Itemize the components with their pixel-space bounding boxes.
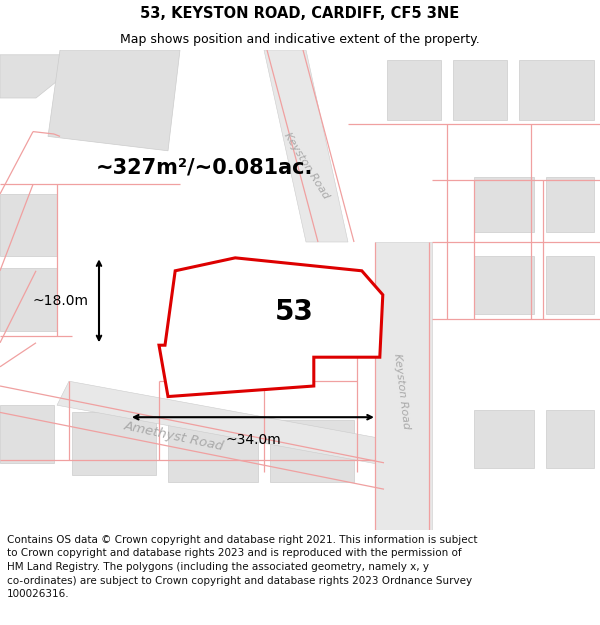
- Polygon shape: [546, 410, 594, 468]
- Polygon shape: [474, 256, 534, 314]
- Polygon shape: [453, 59, 507, 119]
- Text: Map shows position and indicative extent of the property.: Map shows position and indicative extent…: [120, 32, 480, 46]
- Text: Contains OS data © Crown copyright and database right 2021. This information is : Contains OS data © Crown copyright and d…: [7, 535, 478, 599]
- Polygon shape: [168, 419, 258, 482]
- Polygon shape: [270, 419, 354, 482]
- Text: ~18.0m: ~18.0m: [32, 294, 88, 308]
- Text: Amethyst Road: Amethyst Road: [123, 419, 225, 453]
- Polygon shape: [0, 268, 57, 331]
- Polygon shape: [159, 258, 383, 396]
- Text: Keyston Road: Keyston Road: [281, 130, 331, 200]
- Text: ~327m²/~0.081ac.: ~327m²/~0.081ac.: [95, 158, 313, 177]
- Polygon shape: [0, 405, 54, 462]
- Polygon shape: [387, 59, 441, 119]
- Text: 53, KEYSTON ROAD, CARDIFF, CF5 3NE: 53, KEYSTON ROAD, CARDIFF, CF5 3NE: [140, 6, 460, 21]
- Polygon shape: [474, 177, 534, 232]
- Polygon shape: [546, 256, 594, 314]
- Text: 53: 53: [275, 298, 313, 326]
- Polygon shape: [375, 242, 432, 530]
- Polygon shape: [0, 194, 57, 256]
- Polygon shape: [519, 59, 594, 119]
- Polygon shape: [57, 381, 396, 465]
- Polygon shape: [72, 412, 156, 475]
- Polygon shape: [0, 55, 90, 98]
- Polygon shape: [264, 50, 348, 242]
- Polygon shape: [474, 410, 534, 468]
- Polygon shape: [48, 50, 180, 151]
- Text: ~34.0m: ~34.0m: [225, 433, 281, 447]
- Text: Keyston Road: Keyston Road: [392, 352, 412, 429]
- Polygon shape: [546, 177, 594, 232]
